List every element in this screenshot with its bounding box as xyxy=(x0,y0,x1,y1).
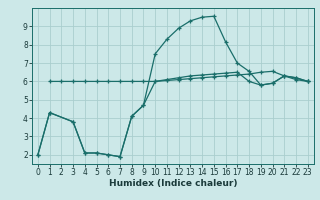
X-axis label: Humidex (Indice chaleur): Humidex (Indice chaleur) xyxy=(108,179,237,188)
